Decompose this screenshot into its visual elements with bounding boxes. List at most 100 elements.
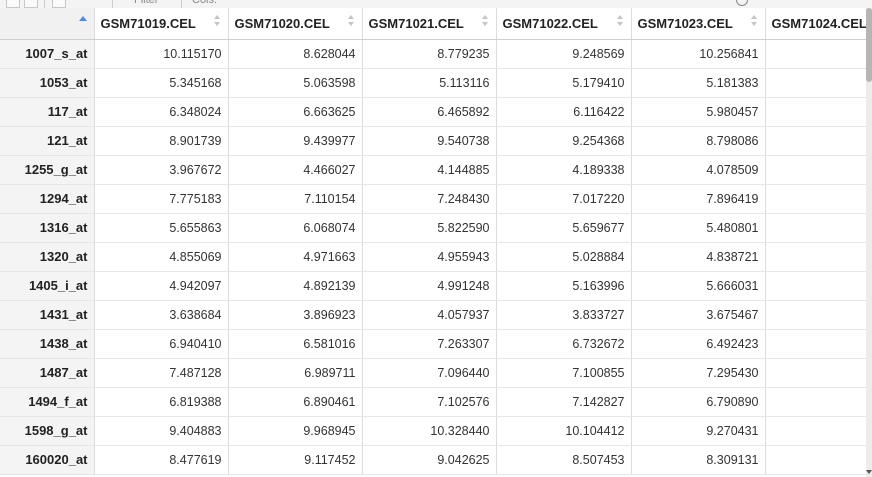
table-row: 1438_at 6.940410 6.581016 7.263307 6.732672 6… — [0, 329, 866, 359]
table-cell: 5.480801 — [631, 213, 766, 243]
table-cell: 7.248430 — [362, 184, 497, 214]
table-cell: 5.063598 — [228, 68, 363, 98]
table-cell: 6.492423 — [631, 329, 766, 359]
table-cell: 7.94 — [765, 184, 866, 214]
table-cell: 4.057937 — [362, 300, 497, 330]
table-cell: 3.967672 — [94, 155, 229, 185]
table-cell: 3.65 — [765, 300, 866, 330]
table-cell: 4.971663 — [228, 242, 363, 272]
table-cell: 4.466027 — [228, 155, 363, 185]
table-cell: 6.465892 — [362, 97, 497, 127]
row-name: 1494_f_at — [0, 387, 95, 417]
column-header[interactable]: GSM71022.CEL — [496, 8, 632, 40]
row-name: 1053_at — [0, 68, 95, 98]
table-cell: 4.991248 — [362, 271, 497, 301]
table-cell: 7.100855 — [496, 358, 632, 388]
table-cell: 7.017220 — [496, 184, 632, 214]
table-cell: 6.989711 — [228, 358, 363, 388]
table-cell: 5.655863 — [94, 213, 229, 243]
back-icon[interactable] — [6, 0, 20, 8]
row-name: 1431_at — [0, 300, 95, 330]
row-name: 1294_at — [0, 184, 95, 214]
column-header[interactable]: GSM71019.CEL — [94, 8, 229, 40]
table-cell: 5.163996 — [496, 271, 632, 301]
table-cell: 8.96 — [765, 416, 866, 446]
column-header[interactable]: GSM71024.CEL — [765, 8, 866, 40]
table-cell: 4.855069 — [94, 242, 229, 272]
sort-icon[interactable] — [481, 14, 490, 28]
table-cell: 8.477619 — [94, 445, 229, 475]
table-row: 1494_f_at 6.819388 6.890461 7.102576 7.14282… — [0, 387, 866, 417]
table-cell: 5.822590 — [362, 213, 497, 243]
table-cell: 7.775183 — [94, 184, 229, 214]
column-header[interactable]: GSM71023.CEL — [631, 8, 766, 40]
table-cell: 9.404883 — [94, 416, 229, 446]
table-row: 1405_i_at 4.942097 4.892139 4.991248 5.16399… — [0, 271, 866, 301]
table-cell: 5.24 — [765, 68, 866, 98]
table-cell: 4.955943 — [362, 242, 497, 272]
table-row: 1053_at 5.345168 5.063598 5.113116 5.179410 5… — [0, 68, 866, 98]
search-icon[interactable] — [736, 0, 748, 6]
table-cell: 10.104412 — [496, 416, 632, 446]
row-name: 117_at — [0, 97, 95, 127]
column-header[interactable]: GSM71021.CEL — [362, 8, 497, 40]
table-row: 121_at 8.901739 9.439977 9.540738 9.254368 8.… — [0, 126, 866, 156]
table-cell: 4.078509 — [631, 155, 766, 185]
forward-icon[interactable] — [24, 0, 38, 8]
table-cell: 6.47 — [765, 387, 866, 417]
table-cell: 7.295430 — [631, 358, 766, 388]
table-cell: 10.328440 — [362, 416, 497, 446]
table-cell: 5.659677 — [496, 213, 632, 243]
table-cell: 6.348024 — [94, 97, 229, 127]
table-cell: 6.732672 — [496, 329, 632, 359]
table-cell: 9.540738 — [362, 126, 497, 156]
table-cell: 9.254368 — [496, 126, 632, 156]
header-row: GSM71019.CEL GSM71020.CEL GSM71021.CEL GSM7… — [0, 8, 866, 40]
table-cell: 6.72 — [765, 329, 866, 359]
sort-icon[interactable] — [616, 14, 625, 28]
table-body: 1007_s_at 10.115170 8.628044 8.779235 9.2485… — [0, 39, 866, 475]
sort-icon[interactable] — [213, 14, 222, 28]
table-cell: 8.628044 — [228, 39, 363, 69]
row-name: 1438_at — [0, 329, 95, 359]
scroll-down-icon[interactable] — [866, 470, 872, 474]
table-cell: 5.79 — [765, 97, 866, 127]
table-cell: 8.507453 — [496, 445, 632, 475]
sort-icon[interactable] — [750, 14, 759, 28]
table-cell: 9.968945 — [228, 416, 363, 446]
table-cell: 6.068074 — [228, 213, 363, 243]
data-grid: GSM71019.CEL GSM71020.CEL GSM71021.CEL GSM7… — [0, 8, 866, 477]
column-header-label: GSM71022.CEL — [502, 15, 598, 31]
column-header-label: GSM71023.CEL — [637, 15, 733, 31]
table-row: 1598_g_at 9.404883 9.968945 10.328440 10.104… — [0, 416, 866, 446]
sort-icon[interactable] — [347, 14, 356, 28]
table-cell: 7.896419 — [631, 184, 766, 214]
table-header: GSM71019.CEL GSM71020.CEL GSM71021.CEL GSM7… — [0, 8, 866, 40]
table-row: 1320_at 4.855069 4.971663 4.955943 5.028884 4… — [0, 242, 866, 272]
table-cell: 5.666031 — [631, 271, 766, 301]
toolbar-divider — [44, 0, 45, 8]
table-cell: 7.263307 — [362, 329, 497, 359]
filter-button[interactable]: Filter — [134, 0, 159, 6]
table-cell: 8.00 — [765, 126, 866, 156]
table-cell: 4.892139 — [228, 271, 363, 301]
row-names-header[interactable] — [0, 8, 95, 40]
table-cell: 8.779235 — [362, 39, 497, 69]
table-cell: 10.115170 — [94, 39, 229, 69]
table-cell: 8.309131 — [631, 445, 766, 475]
table-cell: 4.942097 — [94, 271, 229, 301]
table-cell: 4.68 — [765, 242, 866, 272]
table-cell: 6.940410 — [94, 329, 229, 359]
scrollbar-thumb[interactable] — [866, 8, 872, 82]
column-header-label: GSM71019.CEL — [100, 15, 196, 31]
column-header[interactable]: GSM71020.CEL — [228, 8, 363, 40]
table-cell: 3.896923 — [228, 300, 363, 330]
table-cell: 5.980457 — [631, 97, 766, 127]
sort-ascending-icon — [79, 16, 87, 21]
table-cell: 9.042625 — [362, 445, 497, 475]
row-name: 1405_i_at — [0, 271, 95, 301]
vertical-scrollbar[interactable] — [866, 8, 872, 477]
table-cell: 6.819388 — [94, 387, 229, 417]
popout-icon[interactable] — [52, 0, 66, 8]
table-cell: 6.663625 — [228, 97, 363, 127]
